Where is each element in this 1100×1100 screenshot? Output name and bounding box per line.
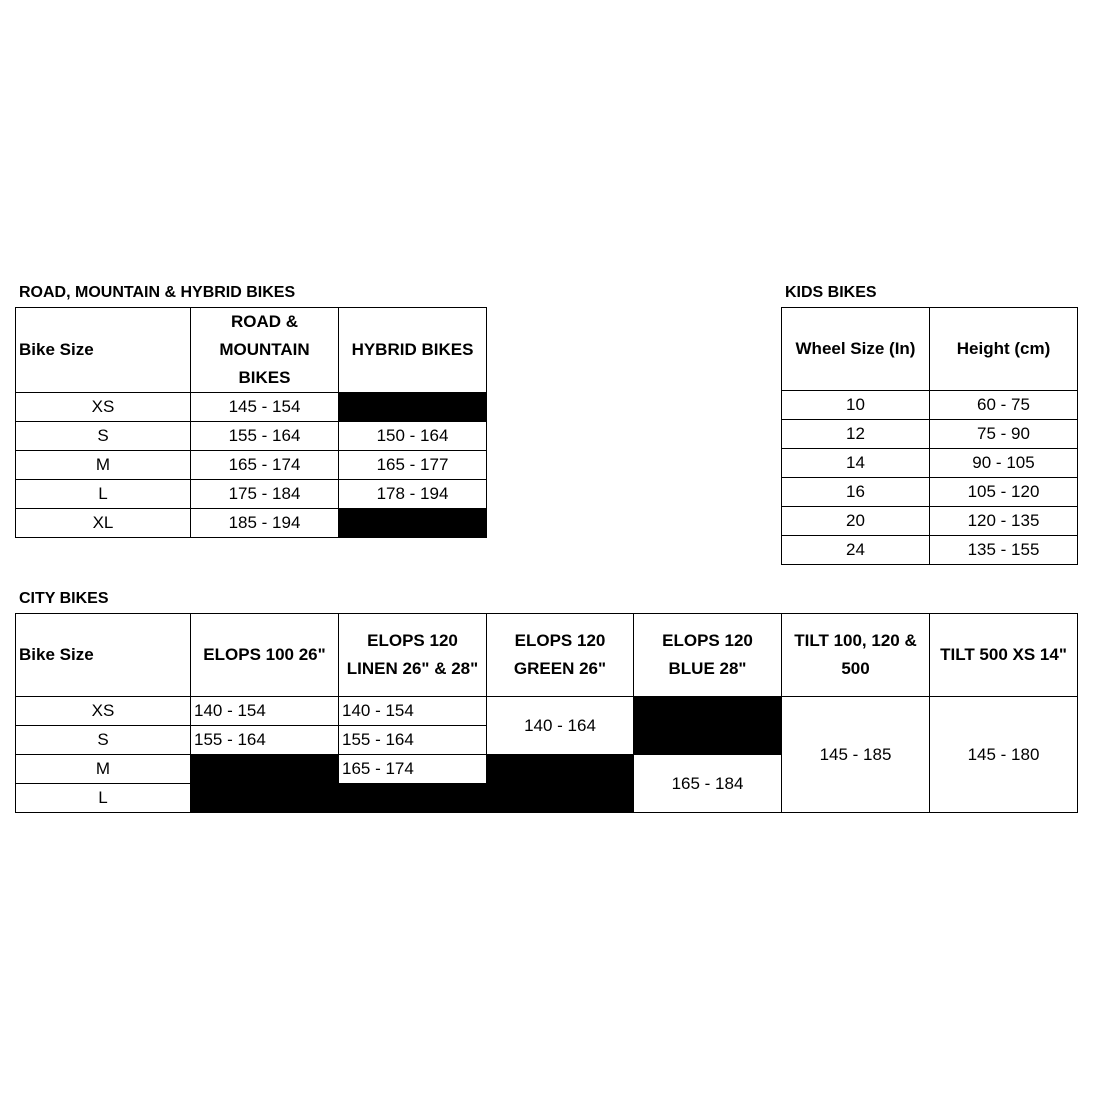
table-row: 16 105 - 120 (781, 477, 1078, 507)
value-cell: 185 - 194 (190, 508, 339, 538)
table-row: XL 185 - 194 (15, 508, 487, 538)
wheel-cell: 12 (781, 419, 930, 449)
header-bike-size: Bike Size (15, 613, 191, 697)
value-cell: 60 - 75 (929, 390, 1078, 420)
table-row: S 155 - 164 150 - 164 (15, 421, 487, 451)
table-row: L 175 - 184 178 - 194 (15, 479, 487, 509)
size-cell: L (15, 783, 191, 813)
table-row: M 165 - 174 165 - 184 (15, 754, 1078, 813)
value-cell: 155 - 164 (190, 725, 339, 755)
table-row: XS 145 - 154 (15, 392, 487, 422)
wheel-cell: 20 (781, 506, 930, 536)
value-cell: 75 - 90 (929, 419, 1078, 449)
value-cell: 90 - 105 (929, 448, 1078, 478)
table-row: XS 140 - 154 140 - 154 140 - 164 145 - 1… (15, 696, 1078, 813)
header-road-mountain: ROAD & MOUNTAIN BIKES (190, 307, 339, 393)
value-cell: 150 - 164 (338, 421, 487, 451)
value-cell: 135 - 155 (929, 535, 1078, 565)
value-cell: 105 - 120 (929, 477, 1078, 507)
wheel-cell: 24 (781, 535, 930, 565)
value-cell: 120 - 135 (929, 506, 1078, 536)
value-cell: 165 - 177 (338, 450, 487, 480)
header-wheel-size: Wheel Size (In) (781, 307, 930, 391)
header-elops-120-linen: ELOPS 120 LINEN 26" & 28" (338, 613, 487, 697)
value-cell: 155 - 164 (338, 725, 487, 755)
kids-table-title: KIDS BIKES (785, 284, 877, 301)
size-cell: XS (15, 696, 191, 726)
kids-size-table: Wheel Size (In) Height (cm) 10 60 - 75 12… (781, 307, 1078, 565)
value-cell: 140 - 164 (486, 696, 634, 755)
value-cell: 145 - 154 (190, 392, 339, 422)
size-cell: XL (15, 508, 191, 538)
value-cell: 155 - 164 (190, 421, 339, 451)
value-cell: 140 - 154 (338, 696, 487, 726)
table-row: M 165 - 174 165 - 177 (15, 450, 487, 480)
size-cell: S (15, 725, 191, 755)
size-cell: S (15, 421, 191, 451)
na-cell (633, 696, 782, 755)
road-size-table: Bike Size ROAD & MOUNTAIN BIKES HYBRID B… (15, 307, 487, 538)
value-cell: 178 - 194 (338, 479, 487, 509)
wheel-cell: 16 (781, 477, 930, 507)
value-cell: 165 - 174 (190, 450, 339, 480)
value-cell: 165 - 184 (633, 754, 782, 813)
na-cell (338, 508, 487, 538)
size-cell: XS (15, 392, 191, 422)
value-cell: 165 - 174 (338, 754, 487, 784)
header-tilt-500: TILT 500 XS 14" (929, 613, 1078, 697)
value-cell: 145 - 185 (781, 696, 930, 813)
road-table-title: ROAD, MOUNTAIN & HYBRID BIKES (19, 284, 296, 301)
header-tilt-100: TILT 100, 120 & 500 (781, 613, 930, 697)
table-row: 12 75 - 90 (781, 419, 1078, 449)
table-row: 20 120 - 135 (781, 506, 1078, 536)
table-row: 14 90 - 105 (781, 448, 1078, 478)
header-elops-100: ELOPS 100 26" (190, 613, 339, 697)
header-hybrid: HYBRID BIKES (338, 307, 487, 393)
table-row: S 155 - 164 155 - 164 (15, 725, 1078, 755)
header-bike-size: Bike Size (15, 307, 191, 393)
value-cell: 140 - 154 (190, 696, 339, 726)
header-elops-120-blue: ELOPS 120 BLUE 28" (633, 613, 782, 697)
size-cell: L (15, 479, 191, 509)
header-height: Height (cm) (929, 307, 1078, 391)
size-cell: M (15, 754, 191, 784)
na-cell (190, 754, 339, 813)
city-table-title: CITY BIKES (19, 590, 109, 607)
table-row: 10 60 - 75 (781, 390, 1078, 420)
value-cell: 145 - 180 (929, 696, 1078, 813)
table-row: L (15, 783, 1078, 813)
na-cell (338, 392, 487, 422)
wheel-cell: 10 (781, 390, 930, 420)
header-elops-120-green: ELOPS 120 GREEN 26" (486, 613, 634, 697)
na-cell (338, 783, 487, 813)
value-cell: 175 - 184 (190, 479, 339, 509)
na-cell (486, 754, 634, 813)
table-row: 24 135 - 155 (781, 535, 1078, 565)
wheel-cell: 14 (781, 448, 930, 478)
size-cell: M (15, 450, 191, 480)
city-size-table: Bike Size ELOPS 100 26" ELOPS 120 LINEN … (15, 613, 1078, 813)
